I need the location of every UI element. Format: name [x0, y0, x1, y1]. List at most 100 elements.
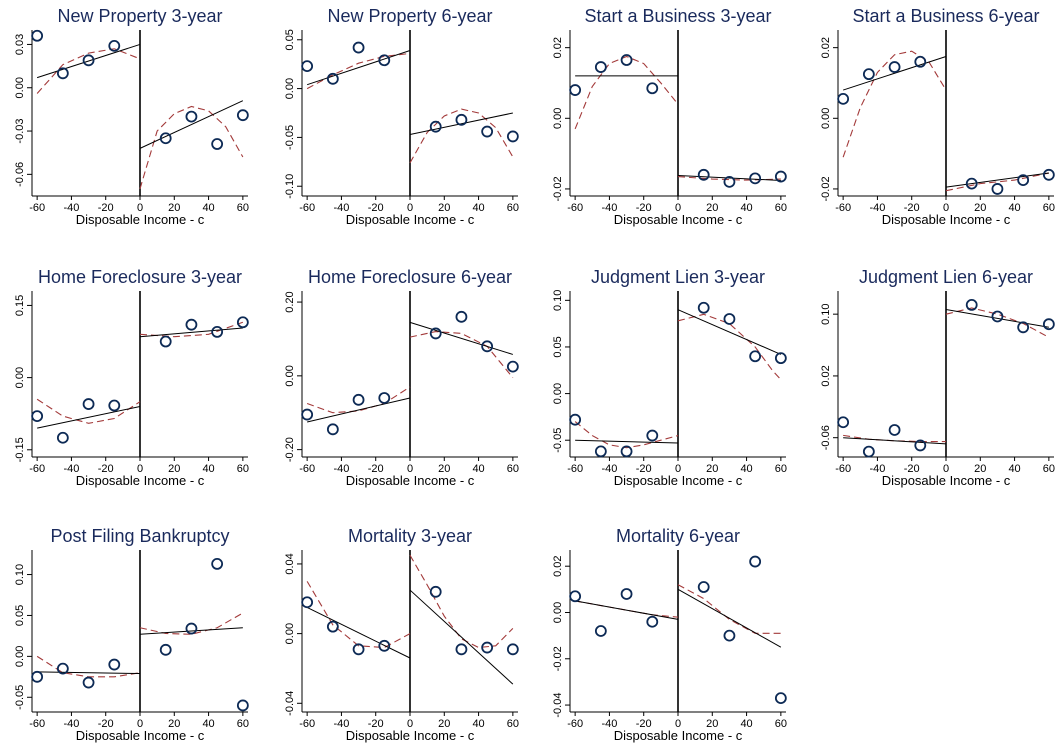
x-tick-label: -20 [368, 463, 384, 475]
panel: Home Foreclosure 6-year 0.20 0.00 -0.20-60 -… [284, 267, 519, 488]
y-tick-label: -0.02 [552, 176, 564, 201]
x-tick-label: -20 [636, 202, 652, 214]
panel: Mortality 3-year 0.04 0.00 -0.04-60 -40 -20 0 2… [284, 526, 519, 743]
y-tick-label: 0.00 [14, 646, 26, 667]
data-point [378, 639, 391, 652]
x-tick-label: 0 [943, 202, 949, 214]
x-tick-label: -60 [299, 463, 315, 475]
x-tick-label: 60 [775, 463, 787, 475]
x-tick-label: -40 [63, 202, 79, 214]
data-point [455, 113, 468, 126]
x-tick-label: 20 [438, 718, 450, 730]
y-tick-label: -0.05 [14, 685, 26, 710]
y-tick-label: 0.00 [552, 383, 564, 404]
x-tick-label: 60 [237, 718, 249, 730]
data-point [646, 615, 659, 628]
data-point [1042, 318, 1055, 331]
x-tick-label: 40 [202, 463, 214, 475]
x-tick-label: 20 [706, 202, 718, 214]
linear-fit-right [945, 309, 1049, 328]
panel: Home Foreclosure 3-year 0.15 0.00 -0.15-60 -… [14, 267, 249, 488]
x-axis-label: Disposable Income - c [76, 728, 205, 743]
data-point [82, 54, 95, 67]
quadratic-fit-right [139, 105, 244, 189]
x-tick-label: 60 [237, 463, 249, 475]
data-point [378, 54, 391, 67]
x-axis-label: Disposable Income - c [346, 728, 475, 743]
data-point [481, 340, 494, 353]
data-point [723, 629, 736, 642]
data-point [31, 29, 44, 42]
x-tick-label: 20 [974, 463, 986, 475]
data-point [697, 581, 710, 593]
y-tick-label: 0.05 [552, 336, 564, 357]
y-tick-label: 0.00 [284, 623, 296, 644]
y-tick-label: 0.02 [552, 555, 564, 576]
data-point [301, 596, 314, 609]
x-tick-label: -40 [601, 202, 617, 214]
x-tick-label: 40 [1008, 202, 1020, 214]
quadratic-fit-left [306, 52, 411, 90]
x-tick-label: 0 [407, 463, 413, 475]
x-tick-label: -60 [567, 463, 583, 475]
quadratic-fit-right [677, 584, 781, 634]
data-point [326, 620, 339, 633]
x-tick-label: -20 [904, 463, 920, 475]
panel: Start a Business 3-year 0.02 0.00 -0.02-60 -… [552, 6, 787, 227]
data-point [429, 120, 442, 133]
y-tick-label: -0.10 [284, 174, 296, 199]
quadratic-fit-right [945, 172, 1049, 192]
data-point [56, 431, 69, 444]
x-tick-label: 0 [137, 463, 143, 475]
panel-title: Post Filing Bankruptcy [50, 526, 229, 546]
panel: Start a Business 6-year 0.02 0.00 -0.02-60 -… [820, 6, 1055, 227]
data-point [236, 109, 249, 122]
linear-fit-right [945, 172, 1049, 188]
y-tick-label: 0.00 [14, 77, 26, 98]
data-point [749, 350, 762, 363]
x-tick-label: 60 [507, 463, 519, 475]
x-tick-label: 40 [472, 463, 484, 475]
y-tick-label: -0.02 [820, 176, 832, 201]
y-tick-label: -0.04 [552, 693, 564, 718]
quadratic-fit-right [409, 108, 514, 164]
data-point [429, 585, 442, 598]
x-tick-label: -60 [835, 202, 851, 214]
data-point [506, 643, 519, 656]
data-point [236, 699, 249, 712]
quadratic-fit-left [36, 48, 141, 94]
linear-fit-left [842, 56, 947, 91]
x-tick-label: -40 [601, 463, 617, 475]
linear-fit-left [575, 439, 679, 444]
data-point [594, 625, 607, 637]
panel-title: New Property 6-year [327, 6, 492, 26]
data-point [326, 423, 339, 436]
data-point [159, 132, 172, 145]
panel-title: New Property 3-year [57, 6, 222, 26]
y-tick-label: 0.02 [552, 37, 564, 58]
panel: New Property 3-year 0.03 0.00 -0.03 -0.06 -60… [14, 6, 249, 227]
data-point [455, 310, 468, 323]
y-tick-label: 0.00 [284, 365, 296, 386]
x-tick-label: -60 [835, 463, 851, 475]
linear-fit-right [409, 112, 513, 135]
x-tick-label: 0 [137, 202, 143, 214]
data-point [301, 60, 314, 73]
y-tick-label: -0.06 [820, 425, 832, 450]
y-tick-label: 0.00 [820, 108, 832, 129]
x-tick-label: -40 [333, 718, 349, 730]
x-tick-label: 20 [168, 463, 180, 475]
data-point [31, 670, 44, 683]
data-point [352, 41, 365, 54]
x-tick-label: 0 [675, 202, 681, 214]
y-tick-label: 0.10 [552, 290, 564, 311]
data-point [56, 67, 69, 80]
quadratic-fit-left [842, 50, 947, 158]
y-tick-label: -0.05 [284, 125, 296, 150]
y-tick-label: 0.10 [14, 564, 26, 585]
x-tick-label: 20 [706, 463, 718, 475]
data-point [326, 72, 339, 85]
data-point [1017, 174, 1030, 187]
y-tick-label: -0.06 [14, 162, 26, 187]
x-tick-label: -60 [29, 463, 45, 475]
